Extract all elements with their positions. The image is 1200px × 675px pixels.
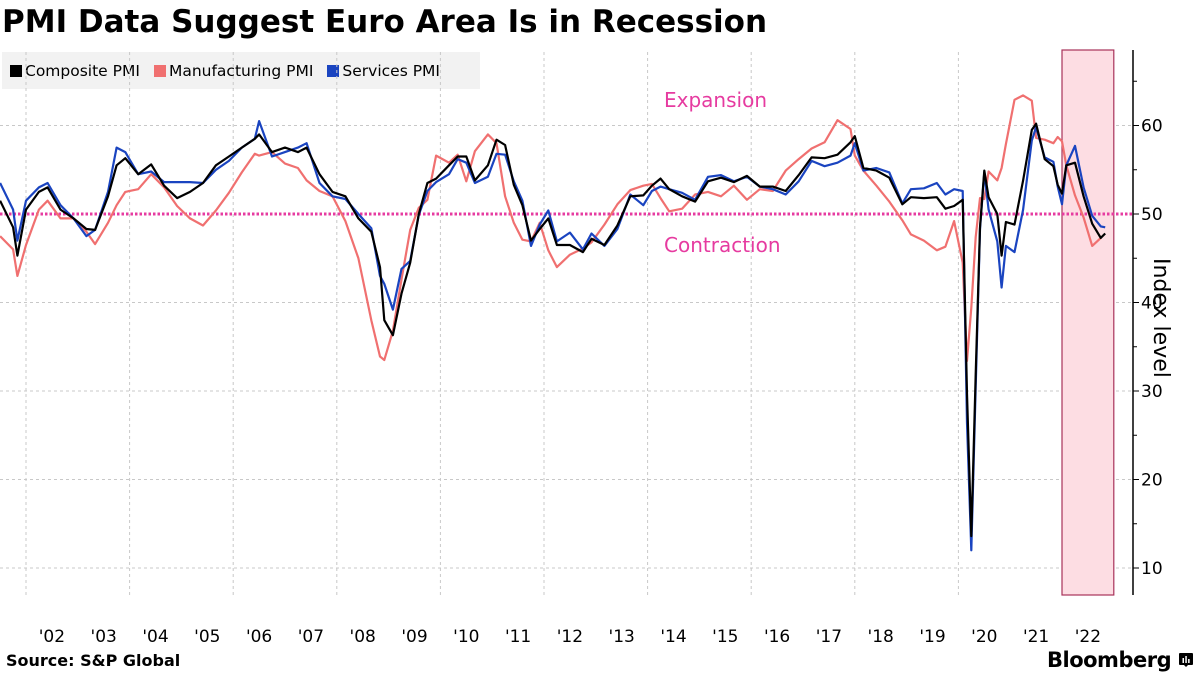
x-tick-label: '07 [298,627,324,647]
x-tick-label: '13 [609,627,635,647]
x-axis: '02 '03 '04 '05 '06 '07 '08 '09 '10 '11 '12 '13 '14 '… [39,627,1101,647]
legend: Composite PMI Manufacturing PMI Services… [2,52,480,89]
x-tick-label: '12 [557,627,583,647]
x-tick-label: '19 [919,627,945,647]
x-tick-label: '21 [1023,627,1049,647]
series-line-composite-pmi [0,122,1106,538]
x-tick-label: '04 [142,627,168,647]
recession-shading [1061,49,1115,596]
x-tick-label: '16 [764,627,790,647]
x-tick-label: '17 [816,627,842,647]
legend-item-services: Services PMI [327,62,440,80]
x-tick-label: '09 [401,627,427,647]
x-tick-label: '08 [350,627,376,647]
y-tick-label: 30 [1141,382,1163,402]
x-tick-label: '03 [91,627,117,647]
highlight-region [1061,49,1115,596]
legend-swatch-composite [10,64,22,77]
bloomberg-logo: Bloomberg [1047,648,1172,672]
x-tick-label: '05 [194,627,220,647]
y-axis: 10 20 30 40 50 60 [1132,50,1163,595]
legend-swatch-manufacturing [153,64,166,77]
legend-label-manufacturing: Manufacturing PMI [168,61,314,80]
legend-item-manufacturing: Manufacturing PMI [153,61,314,80]
x-tick-label: '22 [1075,627,1101,647]
y-tick-label: 50 [1141,205,1163,225]
legend-swatch-services [327,64,340,77]
x-tick-label: '14 [660,627,686,647]
annotation-expansion: Expansion [664,88,767,112]
x-tick-label: '15 [712,627,738,647]
y-tick-label: 60 [1141,117,1163,137]
x-tick-label: '11 [505,627,531,647]
legend-item-composite: Composite PMI [10,62,140,80]
source-note: Source: S&P Global [6,651,181,670]
series-lines [0,94,1106,552]
x-tick-label: '02 [39,627,65,647]
y-tick-label: 20 [1141,471,1163,491]
series-line-services-pmi [0,119,1106,552]
legend-label-composite: Composite PMI [25,61,140,80]
x-tick-label: '20 [971,627,997,647]
x-tick-label: '06 [246,627,272,647]
x-tick-label: '18 [868,627,894,647]
legend-label-services: Services PMI [342,61,441,80]
grid [0,52,1133,595]
y-axis-label: Index level [1148,258,1173,378]
y-tick-label: 40 [1141,294,1163,314]
x-tick-label: '10 [453,627,479,647]
y-tick-label: 10 [1141,559,1163,579]
annotation-contraction: Contraction [664,233,781,257]
bloomberg-chart-icon [1179,653,1193,667]
chart-title: PMI Data Suggest Euro Area Is in Recessi… [2,4,768,40]
